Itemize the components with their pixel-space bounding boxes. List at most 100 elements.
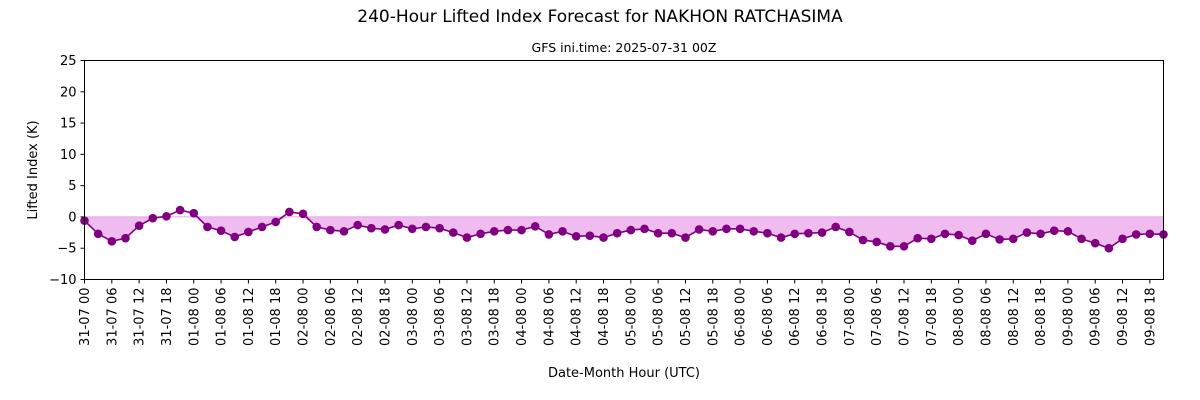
data-point: [558, 227, 567, 236]
y-tick-label: 10: [60, 148, 77, 163]
data-point: [448, 228, 458, 237]
data-point: [380, 225, 390, 234]
x-tick-label: 31-07 12: [133, 288, 148, 346]
x-tick-label: 09-08 18: [1143, 288, 1158, 346]
data-point: [148, 213, 158, 223]
data-point: [735, 224, 745, 234]
x-tick-label: 07-08 12: [897, 288, 912, 346]
data-point: [298, 209, 308, 219]
data-point: [612, 228, 622, 238]
data-point: [954, 230, 963, 240]
x-tick-label: 08-08 12: [1007, 288, 1022, 346]
y-tick-label: 5: [68, 179, 76, 194]
data-point: [845, 227, 854, 237]
data-point: [886, 242, 895, 251]
data-point: [271, 217, 281, 227]
data-point: [1104, 243, 1114, 253]
x-tick-label: 09-08 00: [1061, 288, 1076, 346]
x-tick-label: 05-08 18: [706, 288, 721, 346]
data-point: [285, 207, 294, 217]
x-tick-label: 09-08 12: [1116, 288, 1131, 346]
data-point: [763, 228, 772, 238]
data-point: [927, 234, 936, 244]
data-point: [121, 233, 130, 243]
data-point: [626, 225, 636, 235]
data-point: [599, 233, 608, 242]
data-point: [708, 227, 718, 236]
x-tick-label: 08-08 18: [1034, 288, 1049, 346]
data-point: [940, 229, 950, 239]
data-point: [981, 229, 991, 239]
y-tick-label: 20: [60, 85, 77, 100]
x-tick-label: 03-08 00: [406, 288, 421, 346]
data-point: [326, 225, 335, 235]
data-point: [339, 227, 349, 236]
x-tick-label: 06-08 00: [734, 288, 749, 346]
data-point: [367, 223, 376, 233]
data-point: [681, 233, 690, 242]
y-tick-label: −5: [57, 242, 76, 257]
data-point: [831, 222, 841, 232]
x-tick-label: 04-08 00: [515, 288, 530, 346]
y-tick-label: 15: [60, 117, 77, 132]
x-tick-label: 07-08 00: [843, 288, 858, 346]
data-point: [530, 222, 540, 231]
x-tick-label: 03-08 06: [433, 288, 448, 346]
x-axis-label: Date-Month Hour (UTC): [548, 366, 700, 381]
x-tick-label: 31-07 18: [160, 288, 175, 346]
y-tick-label: −10: [49, 273, 76, 288]
data-point: [435, 223, 444, 233]
x-tick-label: 01-08 12: [242, 288, 257, 346]
data-point: [312, 222, 321, 232]
data-point: [503, 225, 513, 235]
data-point: [1049, 226, 1059, 235]
x-tick-label: 03-08 18: [488, 288, 503, 346]
chart-title: 240-Hour Lifted Index Forecast for NAKHO…: [357, 7, 843, 27]
x-tick-label: 01-08 06: [215, 288, 230, 346]
x-axis: 31-07 00 31-07 06 31-07 12 31-07 18 01-08 00…: [78, 279, 1158, 346]
data-point: [257, 222, 267, 232]
x-tick-label: 04-08 18: [597, 288, 612, 346]
x-tick-label: 04-08 12: [570, 288, 585, 346]
data-point: [407, 224, 417, 234]
data-point: [244, 227, 253, 237]
plot-area: [80, 205, 1168, 253]
x-tick-label: 31-07 06: [105, 288, 120, 346]
x-tick-label: 06-08 12: [788, 288, 803, 346]
x-tick-label: 02-08 00: [297, 288, 312, 346]
data-point: [1077, 234, 1086, 244]
data-point: [1118, 234, 1127, 244]
data-point: [353, 220, 362, 230]
data-point: [1036, 229, 1045, 239]
data-point: [640, 224, 649, 234]
x-tick-label: 04-08 06: [542, 288, 557, 346]
data-point: [858, 235, 868, 245]
data-point: [585, 231, 595, 240]
data-point: [394, 220, 403, 230]
data-point: [189, 208, 199, 218]
data-point: [1090, 238, 1100, 248]
x-tick-label: 06-08 18: [816, 288, 831, 346]
data-point: [899, 242, 909, 251]
x-tick-label: 05-08 00: [624, 288, 639, 346]
data-point: [1145, 229, 1155, 239]
data-point: [230, 232, 240, 242]
data-point: [134, 221, 144, 230]
x-tick-label: 02-08 18: [378, 288, 393, 346]
data-point: [462, 233, 472, 242]
x-tick-label: 06-08 06: [761, 288, 776, 346]
y-tick-label: 25: [60, 54, 77, 69]
data-point: [749, 227, 759, 236]
data-point: [107, 237, 117, 246]
data-point: [476, 229, 485, 239]
x-tick-label: 07-08 18: [925, 288, 940, 346]
x-tick-label: 08-08 00: [952, 288, 967, 346]
data-point: [517, 225, 526, 235]
data-point: [93, 229, 103, 239]
data-point: [216, 226, 226, 235]
data-point: [653, 228, 663, 238]
data-point: [1063, 227, 1073, 236]
data-point: [790, 229, 800, 239]
data-point: [489, 227, 499, 236]
